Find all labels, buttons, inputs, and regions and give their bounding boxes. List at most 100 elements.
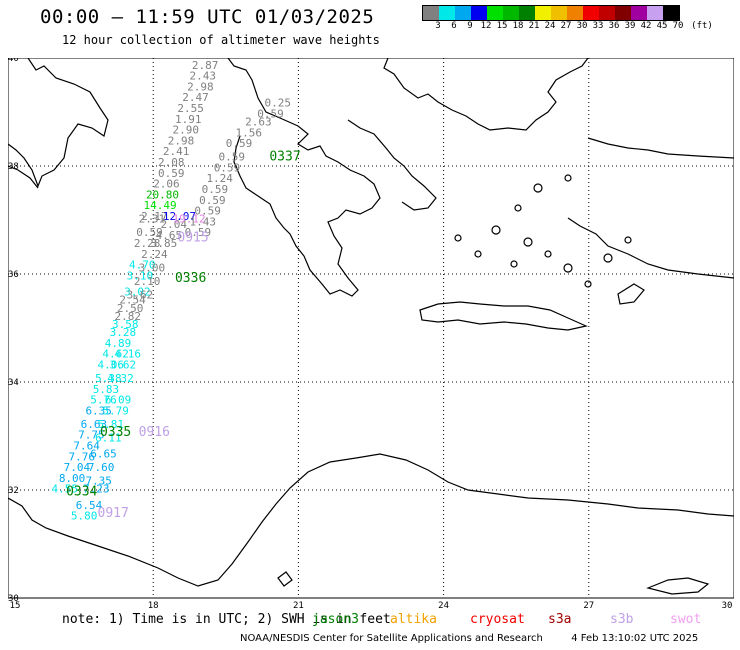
wave-height-value: 0.59 bbox=[194, 205, 221, 218]
island bbox=[563, 263, 573, 273]
wave-height-value: 2.87 bbox=[192, 59, 219, 72]
footnote-text: note: 1) Time is in UTC; 2) SWH is in fe… bbox=[62, 612, 391, 627]
scale-swatch bbox=[487, 6, 503, 20]
wave-height-value: 2.54 bbox=[119, 294, 146, 307]
wave-height-value: 6.35 bbox=[85, 404, 112, 417]
scale-swatch bbox=[647, 6, 663, 20]
wave-height-value: 14.49 bbox=[144, 199, 177, 212]
pass-time-label: 0335 bbox=[100, 425, 131, 440]
wave-height-value: 5.83 bbox=[93, 383, 120, 396]
wave-height-value: 2.98 bbox=[187, 80, 214, 93]
scale-label: 42 bbox=[640, 21, 652, 31]
wave-height-value: 4.06 bbox=[98, 359, 125, 372]
scale-label: 39 bbox=[624, 21, 636, 31]
scale-label: 21 bbox=[528, 21, 540, 31]
island bbox=[624, 236, 632, 244]
wave-height-value: 2.24 bbox=[141, 248, 168, 261]
cyprus-coast bbox=[646, 577, 710, 595]
scale-label: 27 bbox=[560, 21, 572, 31]
credit-line: NOAA/NESDIS Center for Satellite Applica… bbox=[240, 633, 698, 644]
turkey-west-coast bbox=[587, 137, 734, 159]
wave-height-value: 3.85 bbox=[151, 237, 178, 250]
scale-label: 30 bbox=[576, 21, 588, 31]
malta-coast bbox=[277, 571, 293, 587]
pass-time-label: 0915 bbox=[177, 231, 208, 246]
wave-height-value: 2.47 bbox=[182, 91, 209, 104]
wave-height-value: 2.17 bbox=[141, 210, 168, 223]
wave-height-value: 2.06 bbox=[153, 178, 180, 191]
satellite-legend-item: swot bbox=[670, 612, 702, 627]
scale-label: 70 bbox=[672, 21, 684, 31]
libya-coast bbox=[8, 453, 734, 587]
wave-height-value: 12.07 bbox=[163, 210, 196, 223]
map-subtitle: 12 hour collection of altimeter wave hei… bbox=[62, 33, 380, 47]
rhodes-coast bbox=[617, 283, 645, 305]
wave-height-value: 19.12 bbox=[173, 213, 206, 226]
wave-height-value: 0.59 bbox=[219, 151, 246, 164]
sicily-coast bbox=[8, 165, 39, 189]
lon-tick-label: 15 bbox=[10, 601, 21, 608]
italy-coast bbox=[8, 58, 109, 188]
island bbox=[603, 253, 613, 263]
scale-label: 9 bbox=[467, 21, 473, 31]
wave-height-value: 2.08 bbox=[158, 156, 185, 169]
satellite-legend-item: altika bbox=[390, 612, 437, 627]
satellite-legend-item: s3a bbox=[548, 612, 572, 627]
island bbox=[454, 234, 462, 242]
scale-swatch bbox=[519, 6, 535, 20]
wave-height-value: 3.10 bbox=[127, 269, 154, 282]
wave-height-labels: 2.872.432.982.472.551.912.902.982.412.08… bbox=[52, 59, 291, 523]
greece-east-coast bbox=[347, 119, 437, 211]
wave-height-value: 8.00 bbox=[59, 472, 86, 485]
wave-height-value: 3.58 bbox=[112, 318, 139, 331]
wave-height-value: 4.65 bbox=[156, 229, 183, 242]
map-title: 00:00 – 11:59 UTC 01/03/2025 bbox=[40, 6, 375, 28]
island bbox=[564, 174, 572, 182]
wave-height-value: 3.28 bbox=[110, 326, 137, 339]
wave-height-value: 0.59 bbox=[199, 194, 226, 207]
scale-swatch bbox=[551, 6, 567, 20]
map-frame bbox=[8, 58, 734, 599]
satellite-legend-item: s3b bbox=[610, 612, 634, 627]
wave-height-value: 2.43 bbox=[190, 70, 217, 83]
credit-text: NOAA/NESDIS Center for Satellite Applica… bbox=[240, 633, 543, 644]
island bbox=[533, 183, 543, 193]
pass-time-label: 0334 bbox=[66, 484, 97, 499]
wave-height-value: 0.59 bbox=[202, 183, 229, 196]
scale-swatch bbox=[631, 6, 647, 20]
wave-height-value: 7.64 bbox=[73, 440, 100, 453]
wave-height-value: 0.59 bbox=[257, 107, 284, 120]
lat-tick-label: 32 bbox=[8, 486, 19, 496]
scale-label: 6 bbox=[451, 21, 457, 31]
island bbox=[510, 260, 518, 268]
wave-height-value: 0.59 bbox=[136, 226, 163, 239]
island bbox=[514, 204, 522, 212]
lon-tick-label: 30 bbox=[722, 601, 733, 608]
pass-time-label: 0336 bbox=[175, 271, 206, 286]
wave-height-value: 2.04 bbox=[160, 218, 187, 231]
northern-coast bbox=[383, 58, 589, 131]
wave-height-value: 6.65 bbox=[90, 448, 117, 461]
island bbox=[523, 237, 533, 247]
wave-height-value: 3.02 bbox=[124, 286, 151, 299]
lat-tick-label: 36 bbox=[8, 270, 19, 280]
lon-tick-label: 24 bbox=[438, 601, 449, 608]
wave-height-value: 1.43 bbox=[190, 215, 217, 228]
scale-swatch bbox=[503, 6, 519, 20]
wave-height-value: 2.28 bbox=[134, 237, 161, 250]
wave-height-value: 3.62 bbox=[110, 359, 137, 372]
scale-label: 12 bbox=[480, 21, 492, 31]
wave-height-value: 6.11 bbox=[95, 431, 122, 444]
scale-swatch bbox=[663, 6, 679, 20]
satellite-legend-item: jason3 bbox=[312, 612, 359, 627]
wave-height-value: 2.55 bbox=[177, 102, 204, 115]
wave-height-value: 4.16 bbox=[114, 348, 141, 361]
scale-swatch bbox=[471, 6, 487, 20]
scale-swatch bbox=[455, 6, 471, 20]
pass-time-label: 0917 bbox=[98, 506, 129, 521]
crete-coast bbox=[419, 301, 588, 331]
wave-height-value: 7.35 bbox=[85, 475, 112, 488]
wave-height-value: 4.55 bbox=[52, 483, 78, 496]
